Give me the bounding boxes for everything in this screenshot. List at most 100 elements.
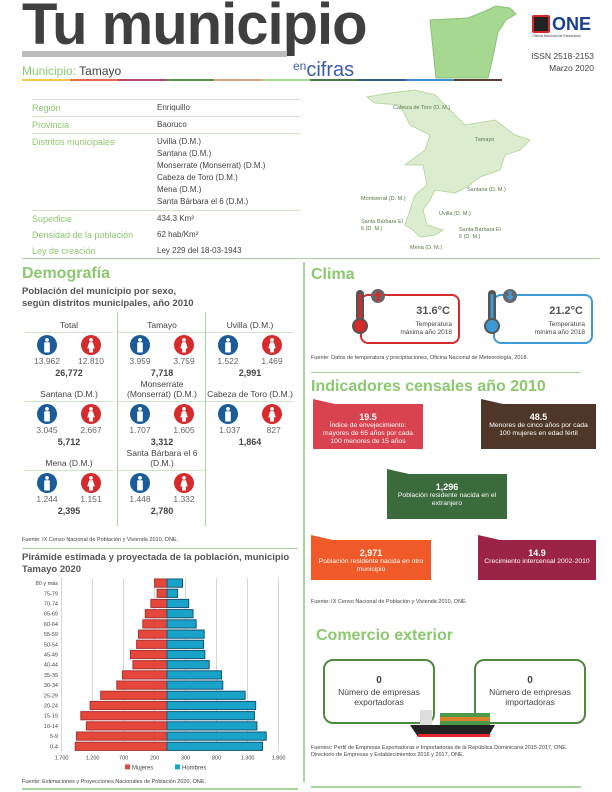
district-total: 5,712 bbox=[57, 437, 81, 447]
municipio-label: Municipio: Tamayo bbox=[22, 64, 121, 78]
one-logo: ONE Oficina Nacional de Estadística bbox=[532, 14, 594, 44]
y-tick-label: 80 y más bbox=[36, 581, 59, 587]
info-value: Enriquillo bbox=[157, 102, 300, 114]
label-line: máxima año 2018 bbox=[400, 329, 452, 336]
section-divider bbox=[22, 548, 298, 549]
male-icon bbox=[218, 404, 238, 424]
legend-swatch bbox=[175, 764, 180, 770]
district-cell: Santana (D.M.) 3.045 2.667 5,712 bbox=[25, 380, 113, 448]
indicator-label: Índice de envejecimiento: mayores de 65 … bbox=[323, 422, 413, 445]
mujeres-count: 1.332 bbox=[173, 494, 195, 504]
subtitle-cifras: cifras bbox=[306, 59, 355, 81]
color-segment bbox=[406, 79, 454, 81]
hombres-count: 1.244 bbox=[36, 494, 58, 504]
district-cell: Tamayo 3.959 3.759 7,718 bbox=[118, 311, 206, 379]
info-value-line: Santana (D.M.) bbox=[157, 149, 212, 158]
male-icon bbox=[130, 473, 150, 493]
exportadoras-value: 0 bbox=[376, 675, 382, 686]
color-segment bbox=[22, 79, 70, 81]
hombres-count: 1.522 bbox=[217, 356, 239, 366]
y-tick-label: 65-69 bbox=[44, 612, 58, 618]
y-tick-label: 75-79 bbox=[44, 591, 58, 597]
bar-mujeres bbox=[74, 741, 168, 751]
x-tick-label: 800 bbox=[212, 755, 221, 761]
legend-label: Mujeres bbox=[132, 765, 153, 771]
y-tick-label: 70-74 bbox=[44, 602, 58, 608]
logo-subtext: Oficina Nacional de Estadística bbox=[532, 34, 581, 38]
bar-hombres bbox=[166, 731, 267, 741]
bar-hombres bbox=[166, 690, 246, 700]
bar-mujeres bbox=[75, 731, 168, 741]
color-segment bbox=[310, 79, 358, 81]
female-icon bbox=[81, 404, 101, 424]
color-segment bbox=[166, 79, 214, 81]
importadoras-label: Número de empresas importadoras bbox=[489, 687, 571, 707]
district-name: Santana (D.M.) bbox=[25, 380, 113, 402]
info-label: Superficie bbox=[32, 214, 73, 224]
bar-hombres bbox=[166, 619, 197, 629]
max-temp-value: 31.6°C bbox=[416, 305, 450, 317]
info-value: Ley 229 del 18-03-1943 bbox=[157, 245, 300, 257]
bar-mujeres bbox=[116, 680, 168, 690]
thermometer-hot-icon bbox=[352, 289, 385, 334]
female-icon bbox=[174, 473, 194, 493]
bar-hombres bbox=[166, 649, 206, 660]
info-value: Baoruco bbox=[157, 119, 300, 131]
info-value-line: Baoruco bbox=[157, 120, 187, 129]
mujeres-count: 1.151 bbox=[80, 494, 102, 504]
info-value: Uvilla (D.M.) Santana (D.M.) Monserrate (M… bbox=[157, 136, 300, 208]
hombres-count: 1.448 bbox=[129, 494, 151, 504]
district-total: 2,395 bbox=[57, 506, 81, 516]
district-total: 1,864 bbox=[238, 437, 262, 447]
color-segment bbox=[358, 79, 406, 81]
male-icon bbox=[130, 404, 150, 424]
y-tick-label: 25-29 bbox=[44, 693, 58, 699]
bar-hombres bbox=[166, 700, 257, 711]
bar-hombres bbox=[166, 578, 183, 588]
logo-text: ONE bbox=[552, 14, 592, 34]
female-icon bbox=[81, 335, 101, 355]
district-cell: Cabeza de Toro (D.M.) 1.037 827 1,864 bbox=[206, 380, 294, 448]
subtitle-line: Población del municipio por sexo, bbox=[22, 286, 177, 297]
importadoras-card: 0 Número de empresas importadoras bbox=[474, 659, 586, 724]
info-row: Región Enriquillo bbox=[32, 99, 300, 116]
bar-hombres bbox=[166, 741, 263, 751]
y-tick-label: 5-9 bbox=[50, 734, 58, 740]
district-name: Cabeza de Toro (D.M.) bbox=[206, 380, 294, 402]
indicator-card: 2,971 Población residente nacida en otro … bbox=[311, 535, 431, 580]
subtitle-line: según distritos municipales, año 2010 bbox=[22, 298, 194, 309]
female-icon bbox=[81, 473, 101, 493]
district-name: Tamayo bbox=[118, 311, 206, 333]
indicator-value: 48.5 bbox=[529, 412, 548, 422]
bar-mujeres bbox=[154, 578, 168, 588]
municipio-label-text: Municipio: bbox=[22, 64, 77, 78]
info-value-line: 434.3 Km² bbox=[157, 214, 194, 223]
importadoras-value: 0 bbox=[527, 675, 533, 686]
info-value: 62 hab/Km² bbox=[157, 229, 300, 241]
bar-mujeres bbox=[150, 598, 168, 609]
male-icon bbox=[130, 335, 150, 355]
info-label: Distritos municipales bbox=[32, 137, 115, 147]
hombres-count: 3.959 bbox=[129, 356, 151, 366]
district-cell: Mena (D.M.) 1.244 1.151 2,395 bbox=[25, 449, 113, 517]
y-tick-label: 30-34 bbox=[44, 683, 58, 689]
bar-hombres bbox=[166, 639, 205, 649]
y-tick-label: 60-64 bbox=[44, 622, 58, 628]
column-divider bbox=[303, 262, 305, 782]
y-tick-label: 50-54 bbox=[44, 642, 58, 648]
female-icon bbox=[174, 335, 194, 355]
label-line: Temperatura bbox=[548, 321, 586, 328]
indicator-label: Menores de cinco años por cada 100 mujer… bbox=[489, 422, 588, 437]
section-divider bbox=[311, 372, 581, 373]
indicator-label: Crecimiento intercensal 2002-2010 bbox=[484, 558, 590, 565]
bar-mujeres bbox=[142, 619, 168, 629]
y-tick-label: 15-19 bbox=[44, 714, 58, 720]
district-total: 26,772 bbox=[55, 368, 83, 378]
indicator-card: 14.9 Crecimiento intercensal 2002-2010 bbox=[478, 535, 596, 580]
info-row: Provincia Baoruco bbox=[32, 116, 300, 133]
hombres-count: 3.045 bbox=[36, 425, 58, 435]
mujeres-count: 2.667 bbox=[80, 425, 102, 435]
info-table: Región Enriquillo Provincia Baoruco Distrito… bbox=[32, 99, 300, 259]
subtitle: encifras bbox=[293, 55, 354, 81]
district-name: Mena (D.M.) bbox=[25, 449, 113, 471]
